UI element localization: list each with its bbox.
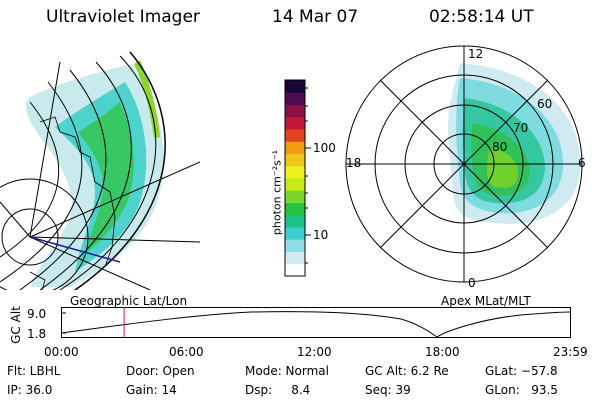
mlt-label-18: 18 <box>346 156 362 170</box>
polar-projection-label: Apex MLat/MLT <box>441 294 531 308</box>
intensity-colorbar <box>284 79 311 277</box>
observation-time: 02:58:14 UT <box>429 7 534 27</box>
xtick-1800: 18:00 <box>425 345 460 359</box>
colorbar-segment <box>285 153 305 167</box>
mode-readout: Mode: Normal <box>245 364 329 378</box>
colorbar-segment <box>285 165 305 179</box>
mlat-label-70: 70 <box>513 121 529 135</box>
colorbar-tick-100: 100 <box>313 141 336 155</box>
colorbar-segment <box>285 80 305 93</box>
altitude-strip-chart <box>60 307 571 338</box>
xtick-0600: 06:00 <box>169 345 204 359</box>
mlat-label-60: 60 <box>537 97 553 111</box>
globe-projection-label: Geographic Lat/Lon <box>70 294 188 308</box>
gain-readout: Gain: 14 <box>126 383 177 397</box>
altitude-ytick-high: 9.0 <box>27 307 47 321</box>
ip-readout: IP: 36.0 <box>7 383 53 397</box>
xtick-2359: 23:59 <box>553 345 588 359</box>
colorbar-segment <box>285 141 305 154</box>
colorbar-segment <box>285 214 305 228</box>
colorbar-segment <box>285 202 305 216</box>
mlt-label-12: 12 <box>468 47 484 61</box>
colorbar-segment <box>285 104 305 118</box>
glat-readout: GLat: −57.8 <box>485 364 558 378</box>
colorbar-segment <box>285 263 305 277</box>
altitude-ytick-low: 1.8 <box>27 327 47 341</box>
polar-mlat-mlt-plot <box>345 45 583 283</box>
mlt-label-0: 0 <box>468 276 476 290</box>
seq-readout: Seq: 39 <box>365 383 411 397</box>
colorbar-segment <box>285 116 305 130</box>
geographic-globe-view <box>0 51 200 290</box>
colorbar-segment <box>285 239 305 252</box>
xtick-1200: 12:00 <box>297 345 332 359</box>
colorbar-segment <box>285 227 305 240</box>
colorbar-segment <box>285 190 305 203</box>
colorbar-unit-label: photon cm⁻²s⁻¹ <box>270 149 284 236</box>
filter-readout: Flt: LBHL <box>7 364 61 378</box>
colorbar-segment <box>285 251 305 265</box>
mlat-label-80: 80 <box>492 140 508 154</box>
instrument-title: Ultraviolet Imager <box>46 7 200 27</box>
observation-date: 14 Mar 07 <box>272 7 359 27</box>
xtick-0000: 00:00 <box>44 345 79 359</box>
glon-readout: GLon: 93.5 <box>485 383 558 397</box>
colorbar-segment <box>285 129 305 142</box>
dsp-readout: Dsp: 8.4 <box>245 383 311 397</box>
mlt-label-6: 6 <box>578 156 586 170</box>
colorbar-segment <box>285 178 305 191</box>
colorbar-segment <box>285 92 305 105</box>
altitude-ylabel: GC Alt <box>9 306 23 344</box>
altitude-curve <box>60 311 571 338</box>
gc-alt-readout: GC Alt: 6.2 Re <box>365 364 449 378</box>
colorbar-tick-10: 10 <box>313 228 329 242</box>
door-readout: Door: Open <box>126 364 195 378</box>
